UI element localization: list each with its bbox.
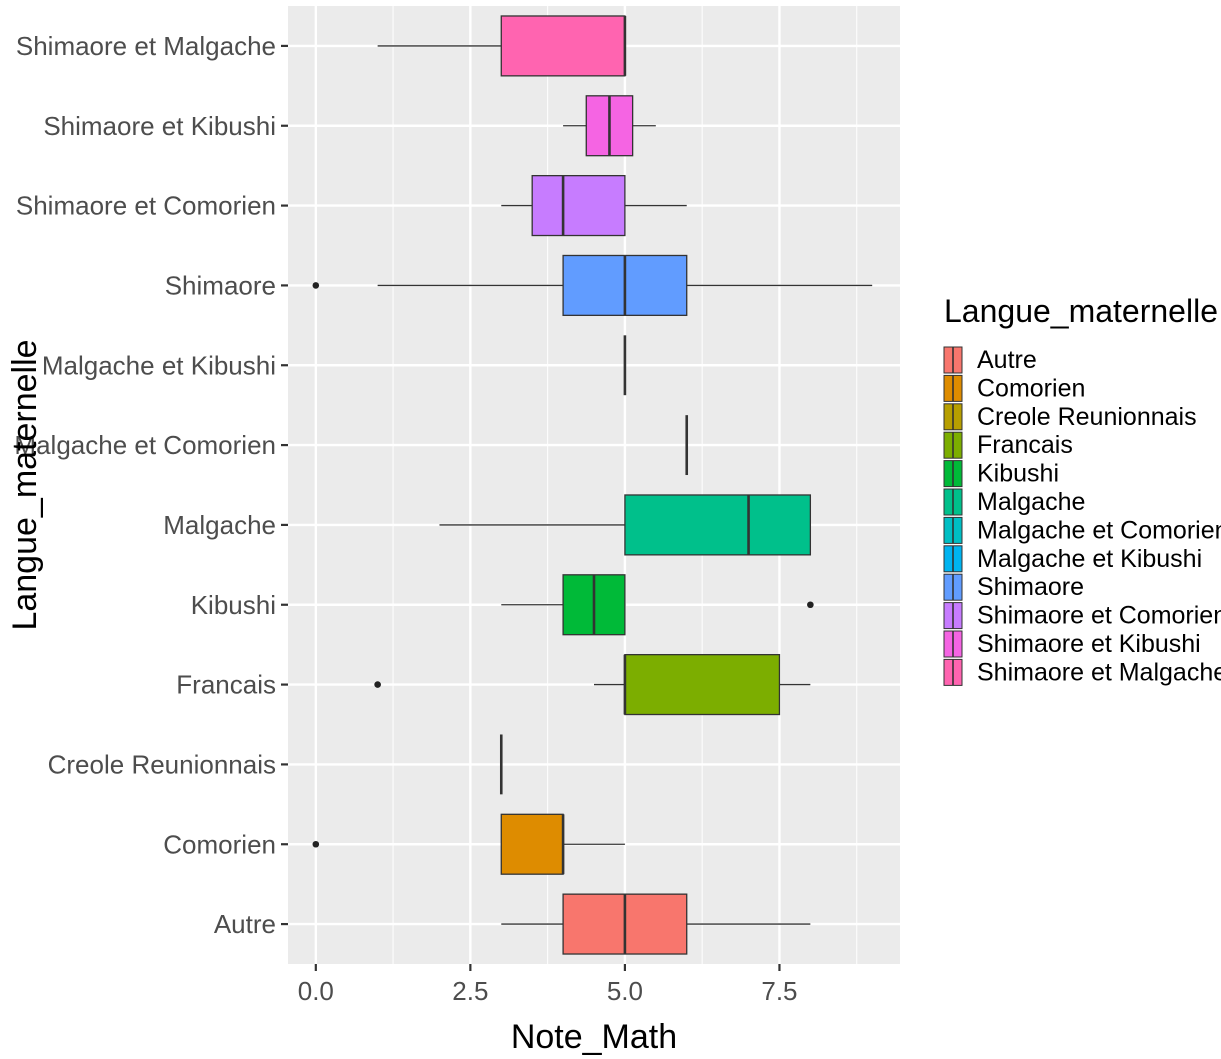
legend-item: Malgache et Kibushi	[943, 545, 1202, 573]
legend-item: Shimaore et Comorien	[943, 602, 1221, 630]
boxes	[312, 15, 873, 955]
box-shimaore-et-malgache	[377, 15, 627, 77]
box-iqr	[624, 653, 781, 716]
legend-label: Shimaore	[977, 573, 1084, 601]
legend-label: Shimaore et Kibushi	[977, 630, 1201, 658]
y-tick-label: Kibushi	[191, 590, 276, 620]
box-shimaore-et-kibushi	[563, 95, 656, 157]
box-kibushi	[501, 574, 814, 636]
y-tick-label: Malgache et Comorien	[14, 430, 276, 460]
y-tick-label: Francais	[176, 670, 276, 700]
legend-item: Comorien	[943, 374, 1085, 402]
x-tick-label: 2.5	[452, 976, 488, 1006]
y-tick-label: Malgache	[163, 510, 276, 540]
box-francais	[374, 653, 811, 716]
box-malgache	[439, 494, 812, 556]
legend-item: Malgache et Comorien	[943, 516, 1221, 544]
y-axis-title: Langue_maternelle	[6, 339, 44, 630]
y-tick-label: Shimaore et Comorien	[16, 191, 276, 221]
legend-title: Langue_maternelle	[944, 293, 1218, 329]
legend-label: Autre	[977, 346, 1037, 374]
outlier-point	[807, 601, 814, 609]
box-iqr	[500, 813, 564, 875]
legend-item: Kibushi	[943, 460, 1059, 488]
x-tick-label: 7.5	[761, 976, 797, 1006]
legend-label: Kibushi	[977, 460, 1059, 488]
outlier-point	[312, 282, 320, 289]
legend-item: Autre	[943, 346, 1037, 374]
box-autre	[501, 893, 811, 955]
legend-item: Malgache	[943, 488, 1085, 516]
legend-label: Shimaore et Malgache	[977, 658, 1221, 686]
legend-item: Creole Reunionnais	[943, 403, 1197, 431]
legend-item: Shimaore et Malgache	[943, 658, 1221, 686]
y-tick-label: Autre	[214, 909, 276, 939]
outlier-point	[312, 840, 320, 848]
y-tick-label: Shimaore	[165, 270, 276, 300]
legend-label: Comorien	[977, 374, 1085, 402]
box-shimaore-et-comorien	[501, 174, 687, 237]
box-iqr	[531, 174, 626, 237]
y-tick-label: Shimaore et Kibushi	[43, 111, 276, 141]
y-tick-label: Comorien	[163, 829, 276, 859]
legend-label: Malgache et Comorien	[977, 516, 1221, 544]
legend-item: Francais	[943, 431, 1073, 459]
x-tick-label: 5.0	[607, 976, 643, 1006]
y-axis: Autre Comorien Creole Reunionnais Francais K…	[14, 31, 288, 939]
box-iqr	[624, 494, 812, 556]
legend-item: Shimaore	[943, 573, 1084, 601]
outlier-point	[374, 681, 381, 688]
legend-label: Francais	[977, 431, 1073, 459]
legend-label: Malgache et Kibushi	[977, 545, 1202, 573]
box-comorien	[312, 813, 625, 875]
x-axis: 0.0 2.5 5.0 7.5	[298, 964, 798, 1006]
legend-label: Creole Reunionnais	[977, 403, 1197, 431]
x-axis-title: Note_Math	[511, 1018, 677, 1056]
y-tick-label: Shimaore et Malgache	[16, 31, 276, 61]
plot-panel	[288, 6, 900, 964]
x-tick-label: 0.0	[298, 976, 334, 1006]
y-tick-label: Malgache et Kibushi	[42, 350, 276, 380]
box-iqr	[500, 15, 626, 77]
legend-item: Shimaore et Kibushi	[943, 630, 1201, 658]
y-tick-label: Creole Reunionnais	[48, 749, 276, 779]
legend-label: Shimaore et Comorien	[977, 602, 1221, 630]
box-shimaore	[312, 254, 873, 317]
legend-label: Malgache	[977, 488, 1085, 516]
